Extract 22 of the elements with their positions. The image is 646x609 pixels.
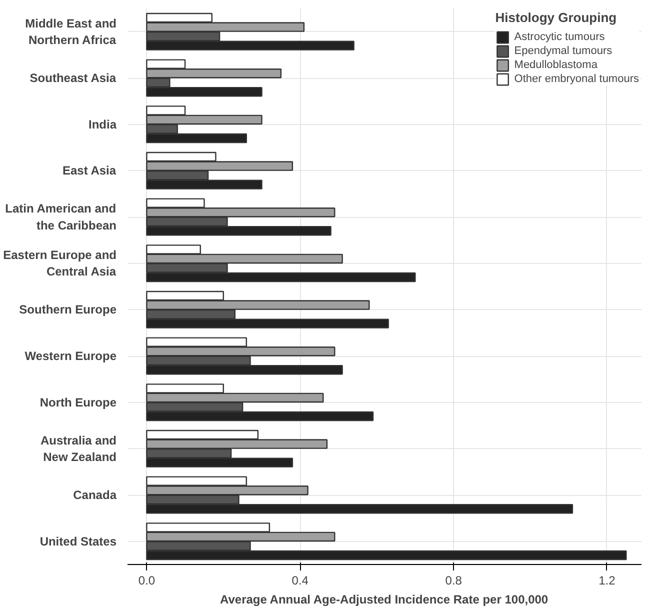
y-tick-label: North Europe (40, 395, 117, 410)
y-tick-label: East Asia (62, 164, 116, 178)
legend-label: Other embryonal tumours (514, 72, 639, 86)
x-tick-label: 0.8 (445, 574, 462, 588)
x-tick-label: 0.4 (292, 574, 309, 588)
y-tick-label: India (88, 117, 117, 132)
y-tick-label: United States (40, 534, 117, 548)
y-tick-label: Southeast Asia (30, 71, 116, 85)
y-tick-label: Southern Europe (19, 302, 117, 317)
y-tick-label: Canada (73, 488, 117, 502)
legend-label: Astrocytic tumours (514, 30, 605, 44)
legend-label: Ependymal tumours (514, 44, 612, 58)
x-axis-title: Average Annual Age-Adjusted Incidence Rate per 100,000 (220, 592, 548, 606)
y-tick-label: Eastern Europe and Central Asia (3, 248, 117, 279)
x-tick-label: 0.0 (138, 574, 156, 588)
legend-label: Medulloblastoma (514, 58, 598, 72)
x-tick-label: 1.2 (598, 574, 616, 588)
y-tick-label: Latin American and the Caribbean (5, 202, 116, 232)
legend-title: Histology Grouping (495, 10, 618, 25)
y-tick-label: Western Europe (24, 349, 117, 363)
y-tick-label: Middle East and Northern Africa (25, 16, 117, 48)
y-tick-label: Australia and New Zealand (40, 433, 117, 464)
